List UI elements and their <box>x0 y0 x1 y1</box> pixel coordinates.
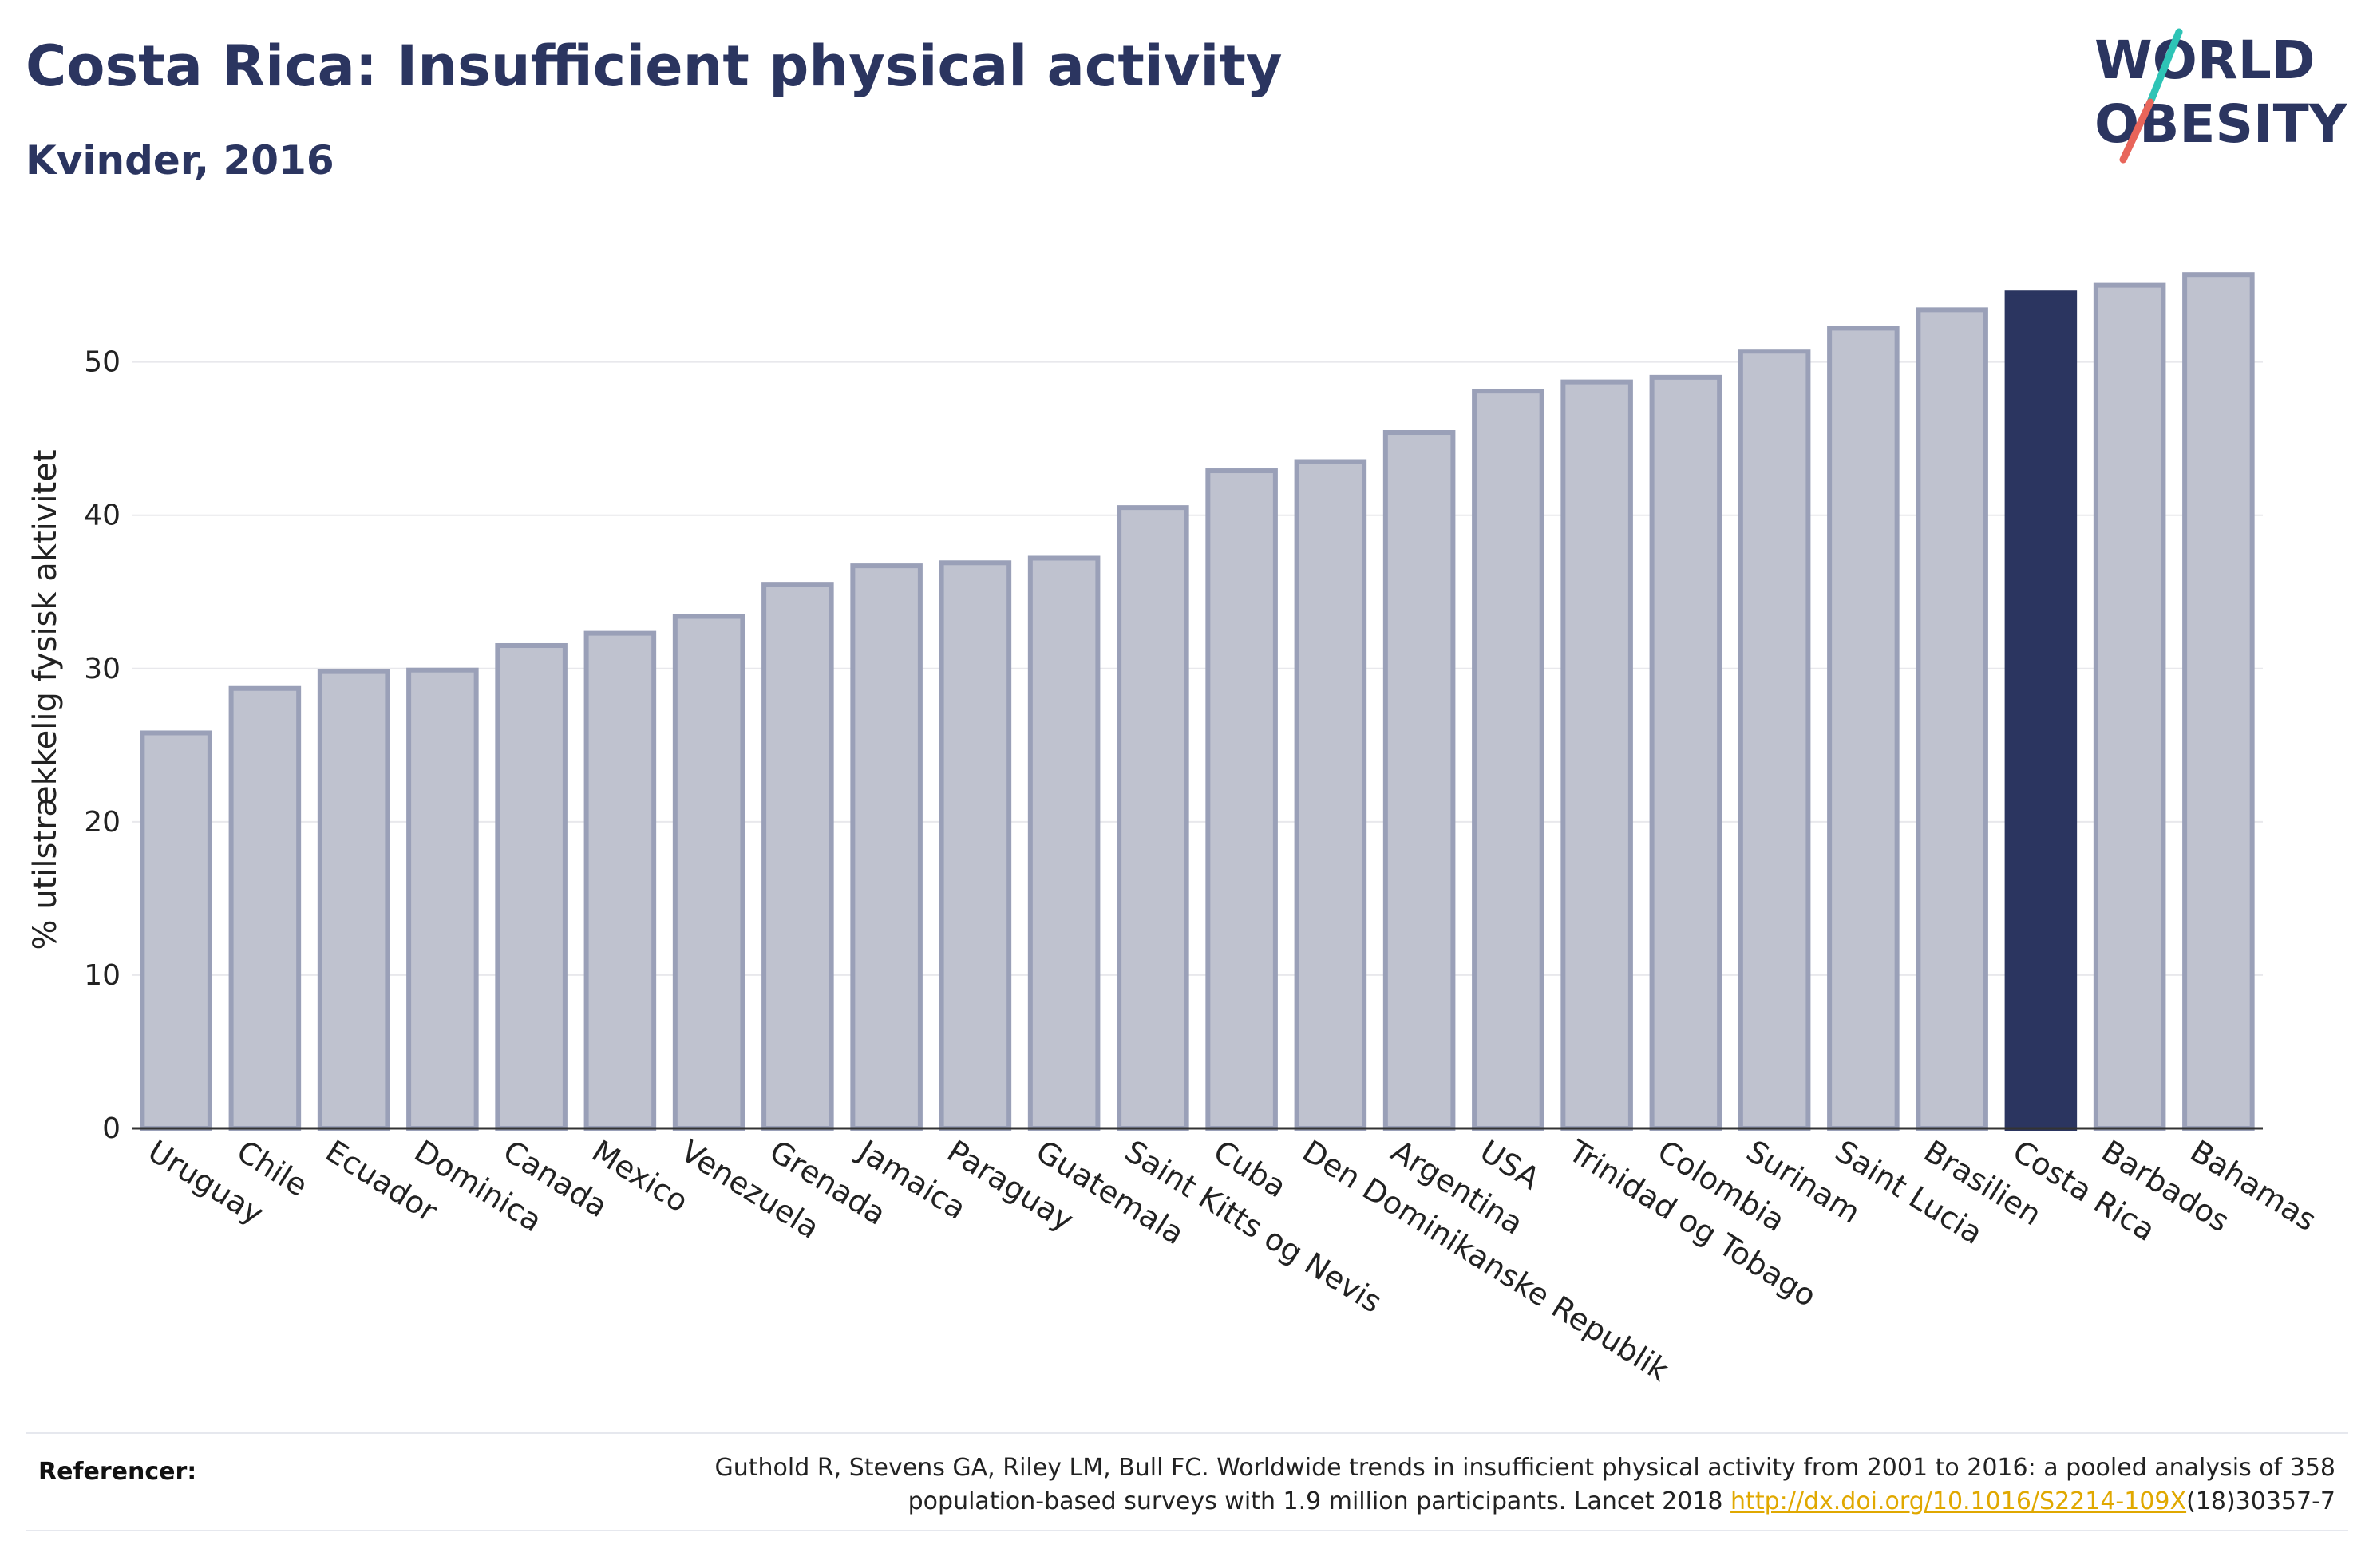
bar-uruguay <box>140 730 212 1132</box>
logo-line1: WORLD <box>2094 30 2316 91</box>
bar-grenada <box>761 582 834 1131</box>
logo-slash-coral <box>2119 98 2154 164</box>
references-label: Referencer: <box>38 1458 197 1486</box>
chart-title: Costa Rica: Insufficient physical activi… <box>26 34 1283 99</box>
bar-paraguay <box>939 560 1012 1131</box>
bar-den-dominikanske-republik <box>1294 459 1367 1131</box>
bar-barbados <box>2093 282 2166 1131</box>
bar-usa <box>1472 389 1544 1132</box>
bar-cuba <box>1205 468 1278 1131</box>
y-tick-label: 0 <box>102 1112 121 1145</box>
bar-saint-kitts-og-nevis <box>1117 505 1189 1131</box>
bar-colombia <box>1649 374 1722 1131</box>
y-tick-label: 50 <box>84 346 121 379</box>
bar-venezuela <box>672 614 745 1131</box>
reference-line1: Guthold R, Stevens GA, Riley LM, Bull FC… <box>714 1454 2335 1482</box>
chart-subtitle: Kvinder, 2016 <box>26 137 334 184</box>
bar-mexico <box>583 630 657 1131</box>
bar-brasilien <box>1916 307 1988 1132</box>
references-text: Guthold R, Stevens GA, Riley LM, Bull FC… <box>420 1451 2335 1519</box>
world-obesity-logo: WORLD OBESITY <box>2094 28 2347 164</box>
bar-jamaica <box>850 563 923 1131</box>
bars <box>140 272 2255 1132</box>
reference-doi-link[interactable]: http://dx.doi.org/10.1016/S2214-109X <box>1730 1487 2187 1515</box>
y-tick-label: 30 <box>84 653 121 685</box>
grid-lines <box>132 361 2263 976</box>
bar-trinidad-og-tobago <box>1560 379 1633 1131</box>
bar-bahamas <box>2182 272 2255 1131</box>
y-tick-label: 20 <box>84 806 121 839</box>
bar-dominica <box>406 667 479 1131</box>
bar-guatemala <box>1027 555 1101 1131</box>
references-panel: Referencer: Guthold R, Stevens GA, Riley… <box>26 1432 2348 1531</box>
y-tick-label: 40 <box>84 500 121 532</box>
reference-line2: population-based surveys with 1.9 millio… <box>908 1487 1731 1515</box>
reference-line2-end: (18)30357-7 <box>2186 1487 2335 1515</box>
bar-argentina <box>1382 430 1456 1131</box>
y-tick-label: 10 <box>84 959 121 992</box>
bar-chile <box>228 685 302 1131</box>
bar-surinam <box>1738 349 1811 1132</box>
y-axis-label: % utilstrækkelig fysisk aktivitet <box>27 449 64 950</box>
bar-ecuador <box>317 669 390 1131</box>
bar-saint-lucia <box>1827 326 1900 1131</box>
bar-canada <box>495 642 568 1131</box>
logo-slash-teal <box>2146 28 2183 106</box>
bar-costa-rica <box>2004 290 2078 1132</box>
